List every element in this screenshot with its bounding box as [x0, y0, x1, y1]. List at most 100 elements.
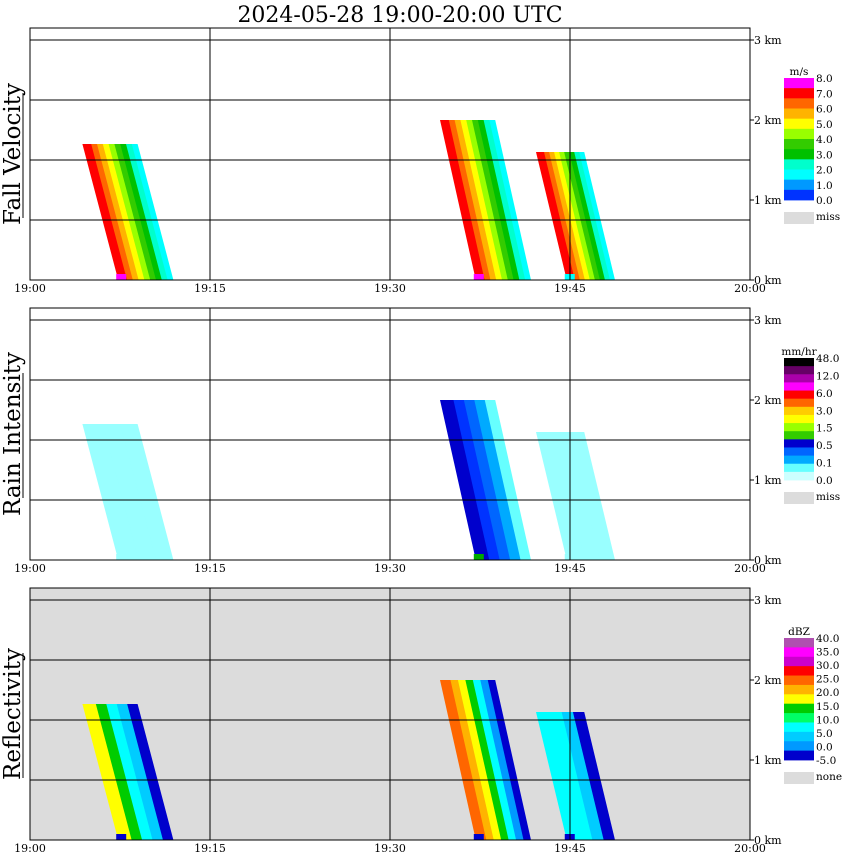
echo-3: [536, 432, 615, 560]
colorbar-label: 0.0: [816, 475, 833, 487]
colorbar-swatch: [784, 703, 814, 714]
colorbar-swatch: [784, 398, 814, 408]
colorbar-swatch: [784, 88, 814, 99]
echo-base: [116, 834, 127, 840]
colorbar-swatch: [784, 179, 814, 191]
echo-band: [99, 424, 156, 560]
panels: 19:00 19:15 19:30 19:45 20:000 km1 km2 km3 k…: [0, 27, 842, 855]
echo-base: [116, 274, 127, 280]
colorbar-label: 1.0: [816, 180, 833, 192]
colorbar-swatch: [784, 638, 814, 648]
colorbar-swatch: [784, 128, 814, 140]
colorbar-swatch: [784, 656, 814, 667]
x-tick-label: 19:00: [14, 282, 46, 295]
x-tick-label: 19:15: [194, 842, 226, 855]
colorbar-swatch: [784, 390, 814, 400]
x-tick-label: 19:30: [374, 562, 406, 575]
colorbar-swatch: [784, 463, 814, 473]
y-axis-title: Rain Intensity: [0, 352, 26, 516]
height-tick-label: 2 km: [754, 114, 782, 127]
height-tick-label: 2 km: [754, 394, 782, 407]
colorbar-label: 3.0: [816, 149, 833, 161]
colorbar-label: 10.0: [816, 714, 839, 726]
colorbar-swatch: [784, 423, 814, 432]
colorbar-unit: m/s: [790, 66, 809, 78]
colorbar-label: 20.0: [816, 687, 839, 699]
colorbar-swatch: [784, 447, 814, 456]
echo-1: [82, 144, 174, 280]
plot-frame: [29, 27, 751, 281]
height-tick-label: 0 km: [754, 274, 782, 287]
echo-band: [117, 424, 174, 560]
colorbar-missing-label: miss: [816, 491, 840, 503]
colorbar-swatch: [784, 189, 814, 201]
x-tick-label: 19:45: [554, 842, 586, 855]
height-tick-label: 1 km: [754, 754, 782, 767]
colorbar-label: 30.0: [816, 660, 839, 672]
colorbar-swatch: [784, 414, 814, 424]
colorbar-swatch: [784, 366, 814, 375]
colorbar-swatch: [784, 471, 814, 481]
echo-band: [103, 704, 153, 840]
colorbar-label: 6.0: [816, 104, 833, 116]
colorbar-swatch: [784, 139, 814, 150]
colorbar-swatch: [784, 382, 814, 391]
colorbar-swatch: [784, 406, 814, 416]
colorbar-label: 0.0: [816, 741, 833, 753]
colorbar-unit: dBZ: [788, 626, 810, 638]
plot-frame: [29, 307, 751, 561]
colorbar: m/s 8.0 7.0 6.0 5.0 4.0 3.0 2.0 1.0 0.0 miss: [784, 66, 840, 224]
height-tick-label: 1 km: [754, 194, 782, 207]
colorbar-swatch: [784, 741, 814, 752]
colorbar-label: 48.0: [816, 353, 839, 365]
colorbar-label: 0.1: [816, 458, 833, 470]
colorbar-label: 12.0: [816, 370, 839, 382]
x-tick-label: 20:00: [734, 842, 766, 855]
echo-band: [551, 432, 600, 560]
colorbar-swatch: [784, 666, 814, 676]
colorbar-label: 5.0: [816, 728, 833, 740]
colorbar: dBZ 40.0 35.030.0 25.020.0 15.010.0 5.00.0 -5.…: [784, 626, 842, 784]
echo-base: [473, 274, 484, 280]
colorbar-label: 7.0: [816, 88, 833, 100]
echo-1: [82, 424, 174, 560]
echo-base: [116, 554, 127, 560]
echo-base: [473, 554, 484, 560]
echo-base: [473, 834, 484, 840]
echo-band: [82, 704, 132, 840]
colorbar-label: 35.0: [816, 647, 839, 659]
colorbar-swatch: [784, 694, 814, 705]
colorbar-label: 15.0: [816, 701, 839, 713]
colorbar-swatch: [784, 684, 814, 695]
x-tick-label: 19:00: [14, 562, 46, 575]
panel-2: 19:00 19:15 19:30 19:45 20:000 km 1 km 2 km 3 k…: [0, 307, 840, 575]
echo-band: [536, 432, 585, 560]
colorbar-swatch: [784, 431, 814, 440]
colorbar-label: 4.0: [816, 134, 833, 146]
x-tick-label: 19:45: [554, 282, 586, 295]
colorbar-swatch: [784, 722, 814, 733]
colorbar-swatch: [784, 731, 814, 742]
colorbar-label: 3.0: [816, 405, 833, 417]
echo-band: [566, 432, 615, 560]
x-tick-label: 19:15: [194, 282, 226, 295]
y-axis-title: Reflectivity: [0, 648, 26, 780]
colorbar-label: 2.0: [816, 165, 833, 177]
figure-title: 2024-05-28 19:00-20:00 UTC: [237, 3, 562, 28]
colorbar-swatch: [784, 149, 814, 160]
colorbar-swatch: [784, 358, 814, 367]
panel-1: 19:00 19:15 19:30 19:45 20:000 km 1 km 2 km 3 k…: [0, 27, 840, 295]
x-tick-label: 19:15: [194, 562, 226, 575]
x-tick-label: 19:00: [14, 842, 46, 855]
colorbar-swatch: [784, 169, 814, 181]
height-tick-label: 0 km: [754, 554, 782, 567]
height-tick-label: 1 km: [754, 474, 782, 487]
x-tick-label: 19:30: [374, 842, 406, 855]
echo-1: [82, 704, 174, 840]
colorbar-label: 8.0: [816, 73, 833, 85]
echo-band: [113, 704, 163, 840]
echo-band: [82, 144, 127, 280]
colorbar-missing-swatch: [784, 492, 814, 504]
y-axis-title: Fall Velocity: [0, 83, 26, 225]
